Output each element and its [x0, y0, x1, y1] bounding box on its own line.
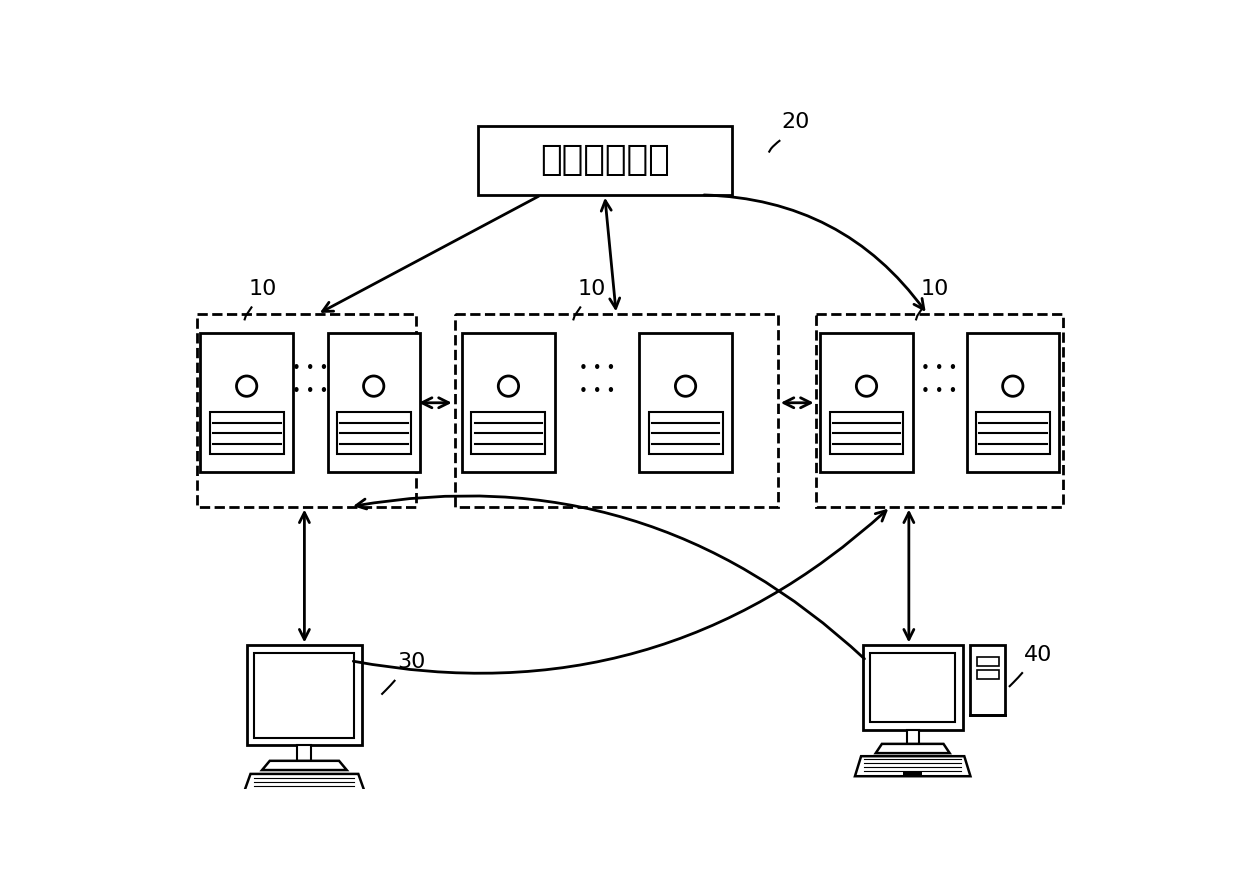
- Text: • • •: • • •: [579, 361, 615, 376]
- Polygon shape: [243, 773, 366, 796]
- Text: 30: 30: [397, 652, 425, 672]
- Text: • • •: • • •: [291, 361, 327, 376]
- Text: 10: 10: [249, 279, 278, 299]
- Text: 20: 20: [781, 112, 810, 132]
- Text: • • •: • • •: [579, 384, 615, 399]
- Text: • • •: • • •: [921, 361, 957, 376]
- Bar: [254, 653, 355, 738]
- Bar: [247, 645, 362, 745]
- Text: • • •: • • •: [921, 384, 957, 399]
- Bar: [830, 413, 904, 454]
- Bar: [293, 789, 316, 794]
- Text: 10: 10: [578, 279, 606, 299]
- Bar: [971, 645, 1006, 715]
- Bar: [976, 413, 1050, 454]
- Bar: [463, 333, 554, 472]
- Bar: [327, 333, 420, 472]
- Bar: [967, 333, 1059, 472]
- Bar: [471, 413, 546, 454]
- Text: • • •: • • •: [291, 384, 327, 399]
- Bar: [906, 730, 919, 744]
- Bar: [197, 315, 417, 507]
- Bar: [977, 657, 999, 666]
- Polygon shape: [854, 756, 971, 776]
- Bar: [201, 333, 293, 472]
- Bar: [863, 645, 962, 730]
- Bar: [298, 745, 311, 761]
- Bar: [977, 670, 999, 680]
- Bar: [337, 413, 410, 454]
- Bar: [649, 413, 723, 454]
- Bar: [904, 771, 921, 774]
- Text: 10: 10: [920, 279, 949, 299]
- Bar: [640, 333, 732, 472]
- Polygon shape: [262, 761, 347, 770]
- Text: 40: 40: [1024, 645, 1053, 664]
- Bar: [210, 413, 284, 454]
- Bar: [455, 315, 777, 507]
- Polygon shape: [875, 744, 950, 753]
- Bar: [477, 126, 732, 195]
- Bar: [821, 333, 913, 472]
- Bar: [816, 315, 1063, 507]
- Bar: [870, 653, 955, 722]
- Text: 调度中心设备: 调度中心设备: [539, 144, 670, 177]
